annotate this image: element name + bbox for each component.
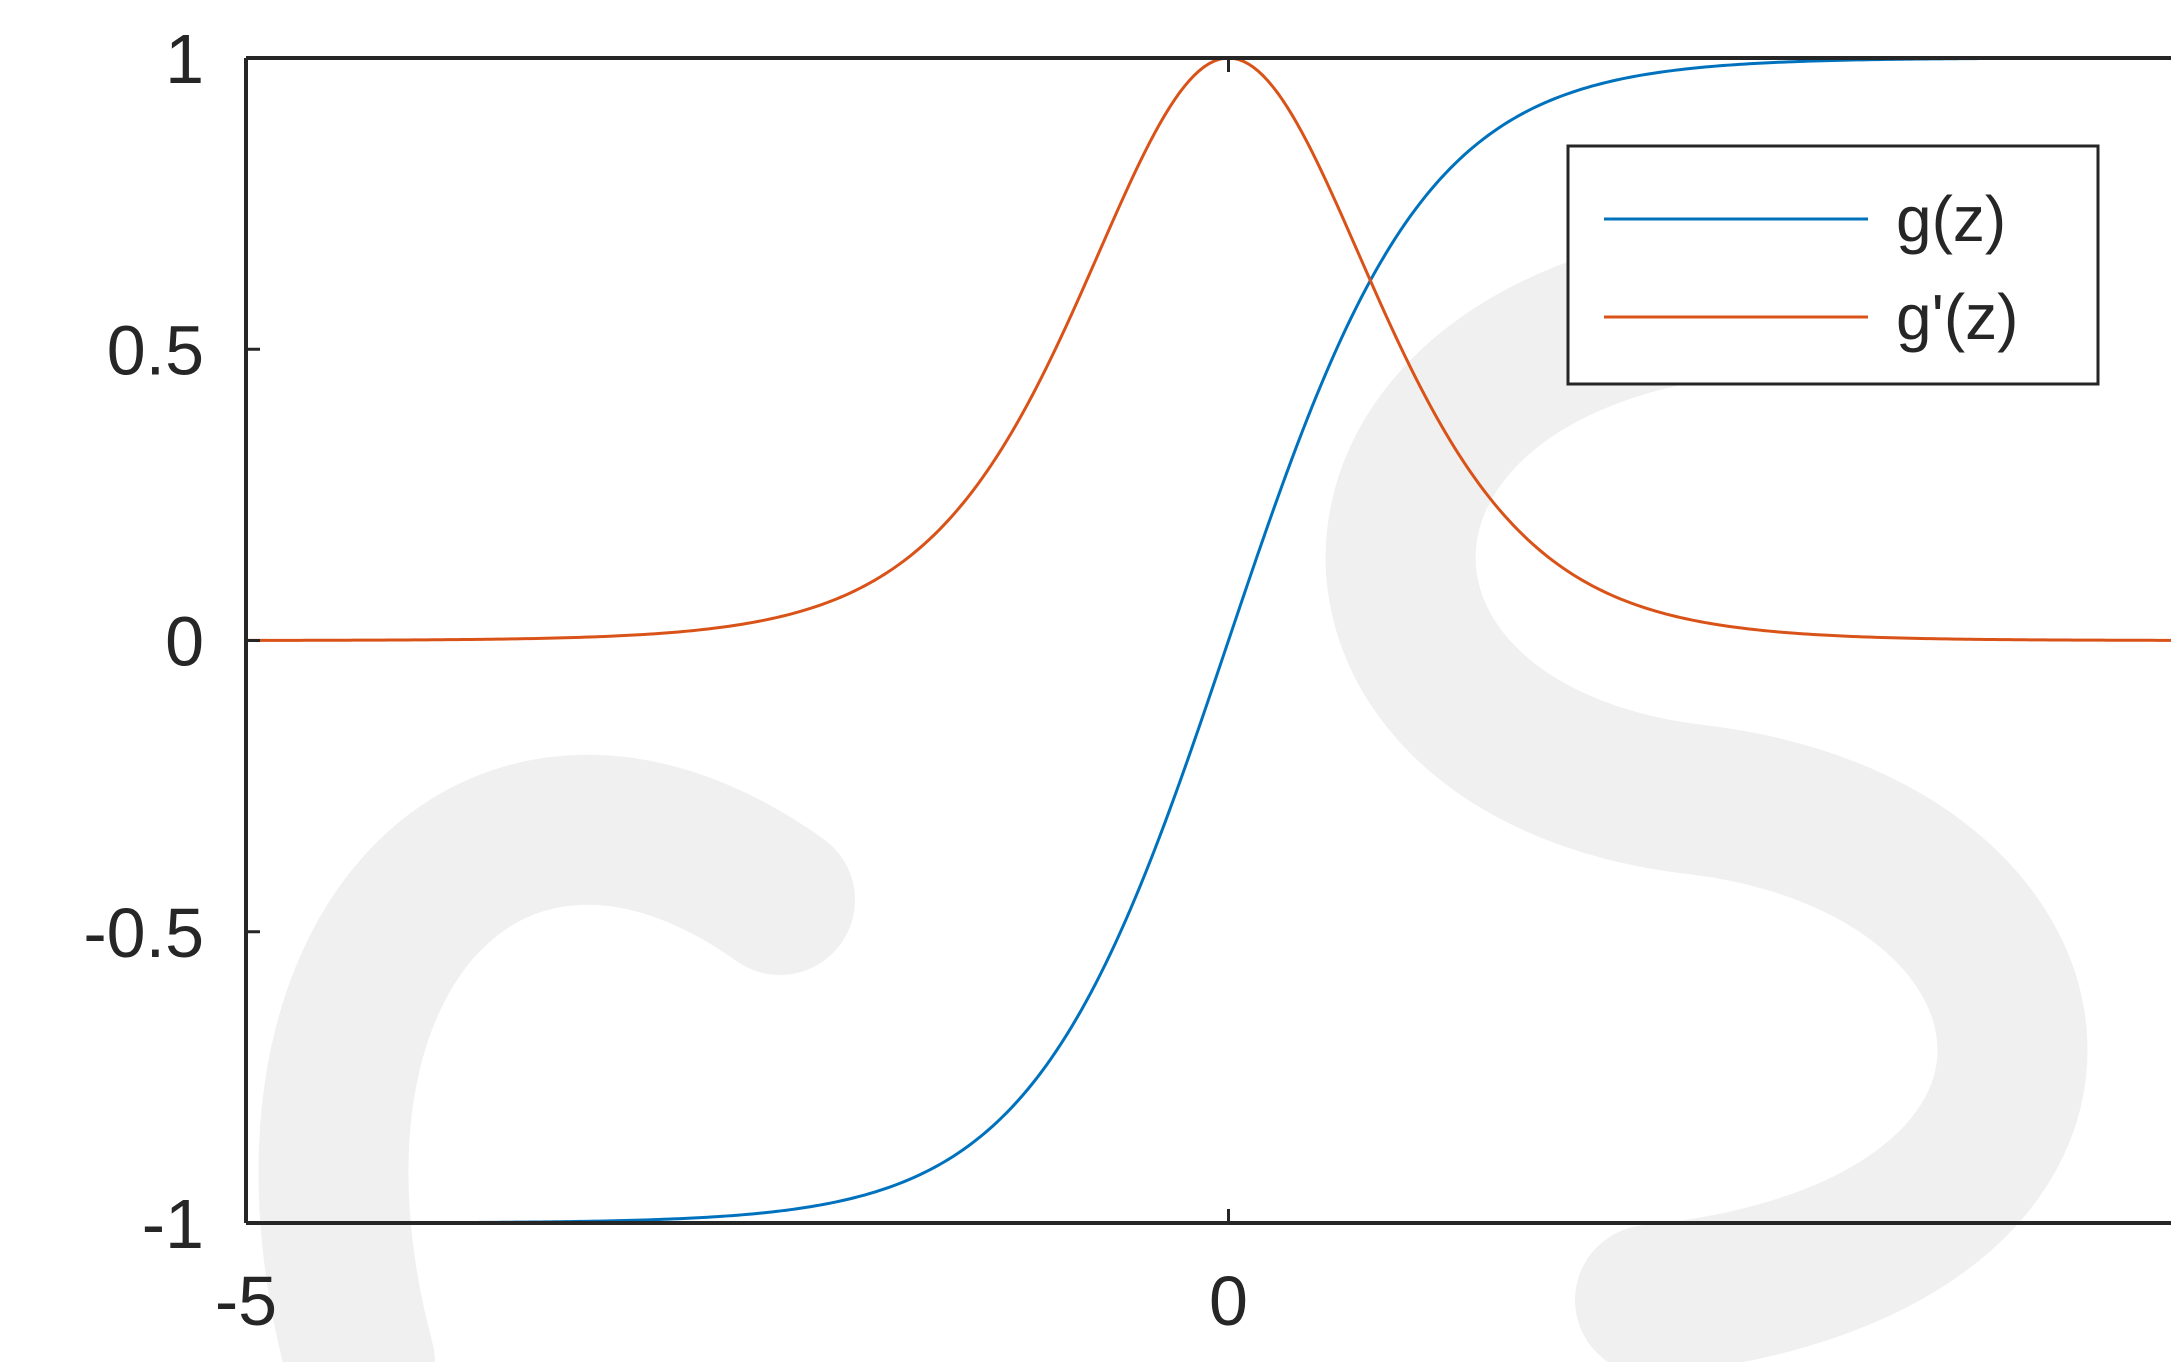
x-tick-label: 0 [1209, 1262, 1248, 1340]
y-tick-label: 1 [165, 20, 204, 98]
axes-layer: 10.50-0.5-1-505 [83, 20, 2171, 1340]
watermark-stroke [1325, 221, 2088, 1367]
legend-box [1566, 144, 2100, 386]
watermark-stroke [258, 754, 855, 1367]
watermark-logo [258, 221, 2088, 1367]
y-tick-label: -1 [142, 1185, 204, 1263]
x-tick-label: -5 [215, 1262, 277, 1340]
legend-label-g: g(z) [1896, 183, 2006, 255]
legend-label-g-prime: g'(z) [1896, 281, 2018, 353]
y-tick-label: -0.5 [83, 894, 204, 972]
y-tick-label: 0 [165, 603, 204, 681]
y-tick-label: 0.5 [107, 311, 204, 389]
legend: g(z) g'(z) [1566, 144, 2100, 386]
